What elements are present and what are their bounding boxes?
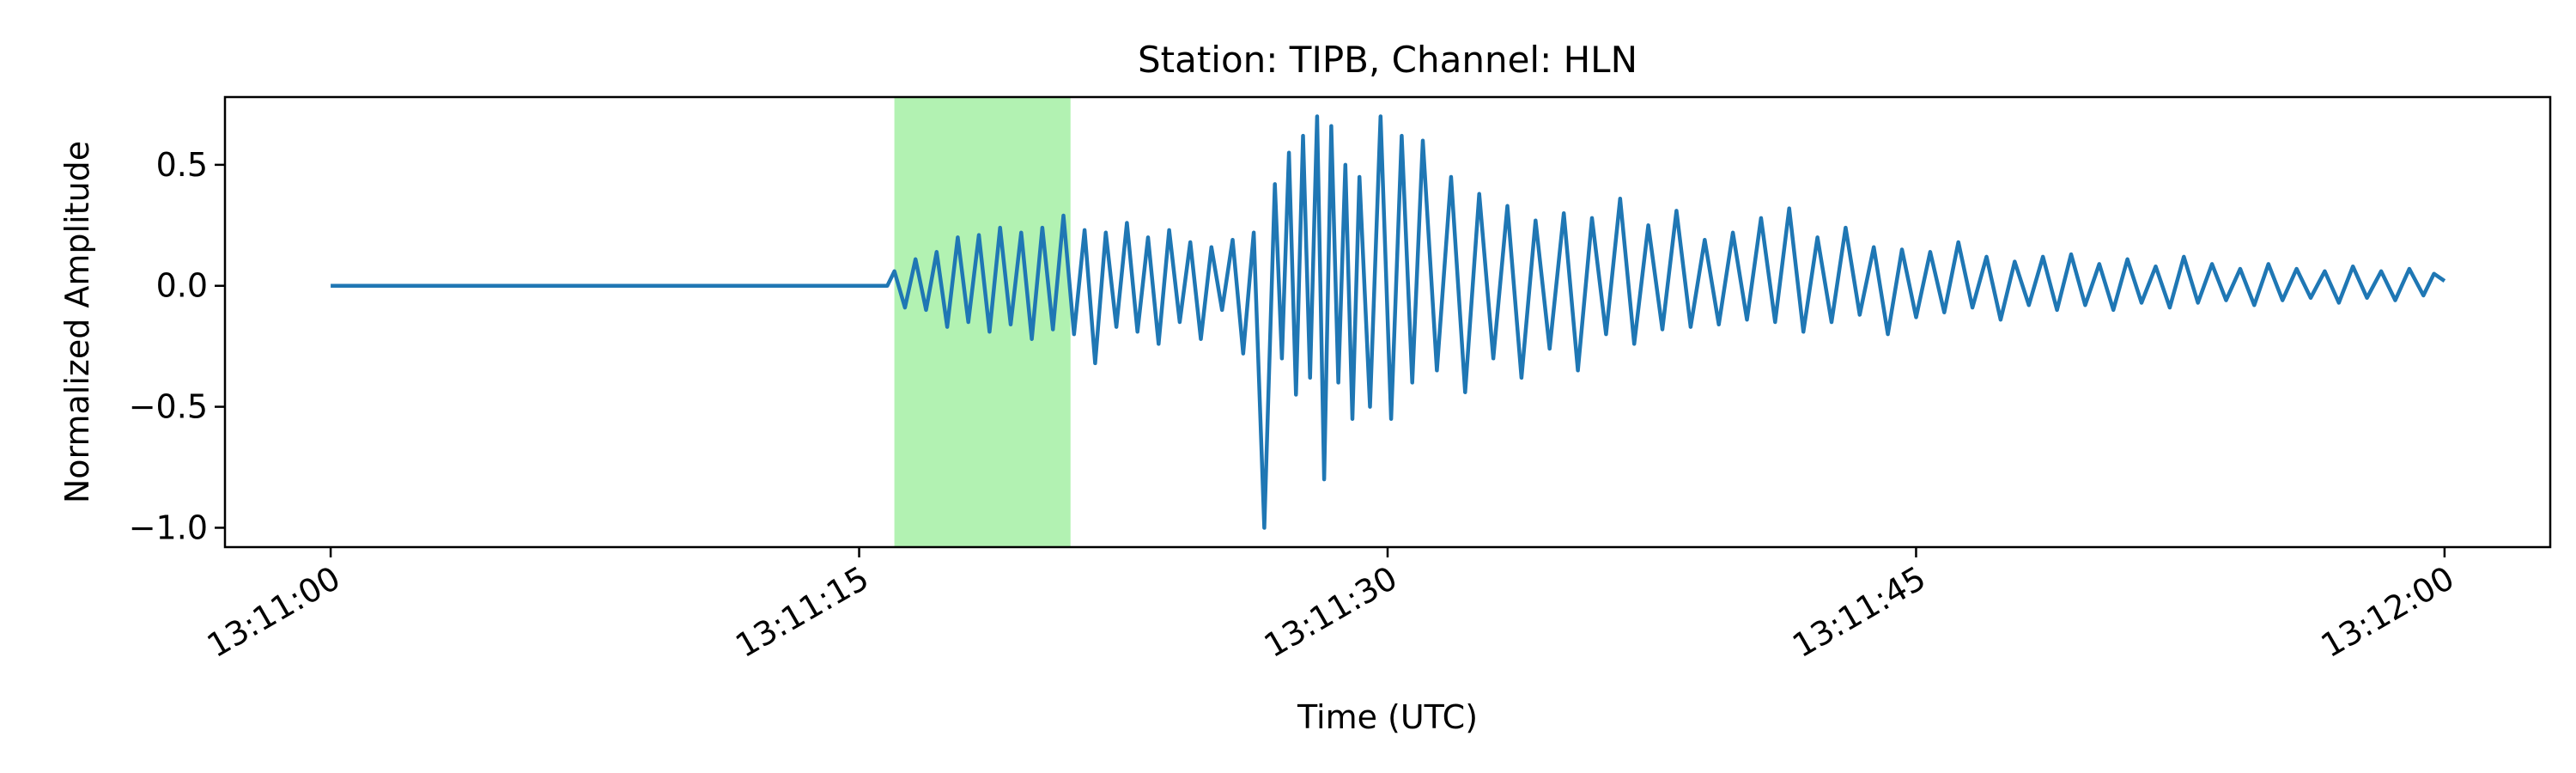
y-axis-label: Normalized Amplitude (58, 141, 96, 503)
y-tick-label: 0.5 (156, 146, 208, 184)
highlight-window (894, 97, 1071, 547)
y-tick-label: −0.5 (129, 388, 208, 426)
y-tick-label: −1.0 (129, 508, 208, 546)
x-tick-label: 13:11:15 (729, 559, 875, 665)
x-tick-label: 13:11:45 (1786, 559, 1932, 665)
chart-title: Station: TIPB, Channel: HLN (1138, 39, 1637, 81)
x-tick-label: 13:11:30 (1258, 559, 1404, 665)
y-tick-label: 0.0 (156, 267, 208, 305)
x-tick-label: 13:12:00 (2315, 559, 2461, 665)
x-tick-label: 13:11:00 (201, 559, 347, 665)
x-axis-label: Time (UTC) (1297, 698, 1478, 736)
seismic-trace-line (331, 114, 2446, 530)
